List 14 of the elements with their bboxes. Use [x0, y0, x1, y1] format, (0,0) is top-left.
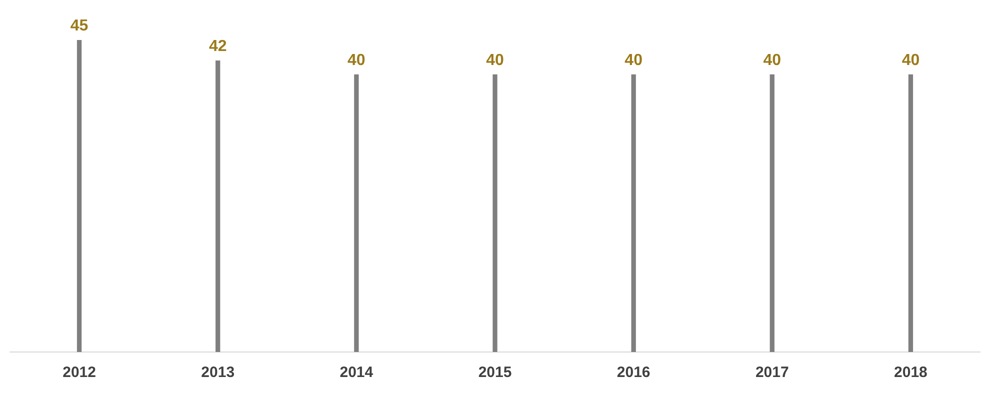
data-label: 45 [70, 17, 88, 34]
x-tick-label: 2012 [62, 364, 96, 382]
x-tick-label: 2015 [478, 364, 512, 382]
data-label: 40 [486, 52, 504, 70]
data-label: 40 [902, 52, 920, 70]
data-label: 42 [208, 38, 227, 56]
x-tick-label: 2016 [616, 364, 650, 382]
data-label: 40 [624, 52, 643, 70]
x-tick-label: 2018 [894, 364, 928, 382]
x-tick-label: 2017 [755, 364, 789, 382]
x-tick-label: 2013 [201, 364, 235, 382]
x-tick-label: 2014 [340, 364, 374, 382]
data-label: 40 [348, 52, 366, 70]
data-label: 40 [763, 52, 782, 70]
